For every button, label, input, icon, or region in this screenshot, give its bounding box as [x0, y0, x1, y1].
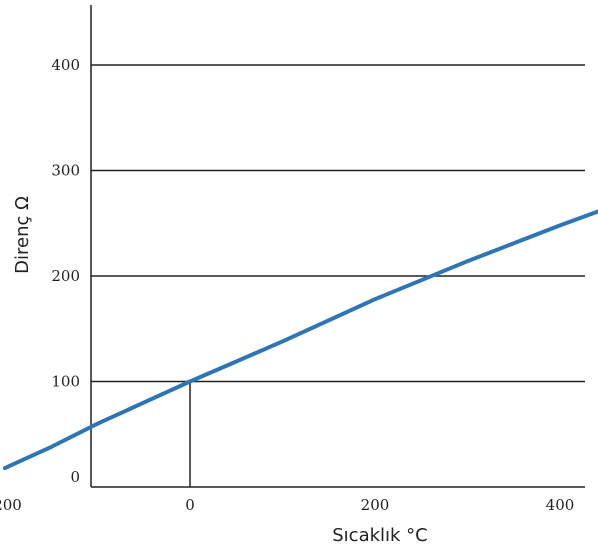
x-tick-label: -200	[0, 496, 22, 514]
y-tick-label: 100	[51, 373, 80, 391]
y-axis-label: Direnç Ω	[12, 196, 33, 274]
series-line-resistance	[3, 209, 598, 471]
x-tick-label: 200	[361, 496, 390, 514]
x-axis-label: Sıcaklık °C	[332, 525, 428, 546]
y-tick-label: 400	[51, 56, 80, 74]
x-tick-label: 400	[546, 496, 575, 514]
y-tick-label: 0	[70, 468, 80, 486]
gridlines	[91, 64, 585, 383]
series-group	[3, 209, 598, 471]
y-tick-label: 300	[51, 162, 80, 180]
x-tick-label: 0	[185, 496, 195, 514]
y-tick-label: 200	[51, 267, 80, 285]
